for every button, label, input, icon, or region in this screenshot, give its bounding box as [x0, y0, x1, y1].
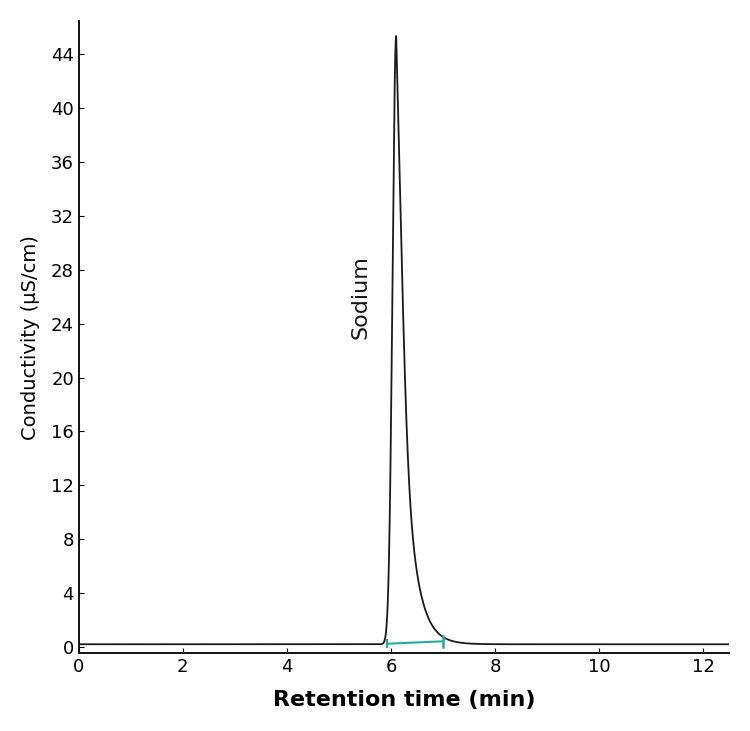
Text: Sodium: Sodium	[351, 255, 370, 338]
X-axis label: Retention time (min): Retention time (min)	[273, 690, 536, 711]
Y-axis label: Conductivity (μS/cm): Conductivity (μS/cm)	[21, 235, 40, 439]
